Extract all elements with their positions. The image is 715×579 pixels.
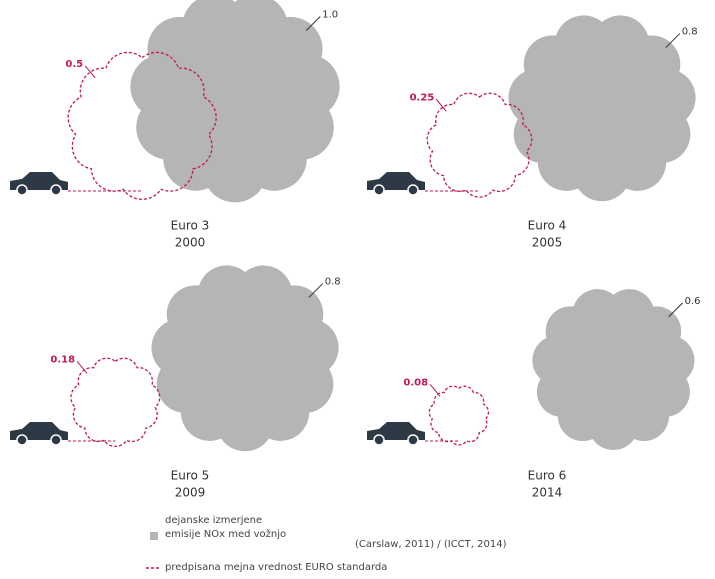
leader — [85, 66, 95, 78]
standard-label: Euro 6 — [528, 469, 567, 483]
limit-cloud — [71, 358, 160, 446]
year-label: 2009 — [175, 486, 206, 500]
year-label: 2014 — [532, 486, 563, 500]
limit-cloud — [429, 386, 488, 445]
standard-label: Euro 3 — [171, 219, 210, 233]
actual-label: 0.8 — [682, 27, 698, 38]
actual-emission-cloud — [508, 15, 695, 201]
car-wheel — [408, 185, 418, 195]
car-wheel — [51, 185, 61, 195]
car-wheel — [17, 185, 27, 195]
car-wheel — [17, 435, 27, 445]
actual-emission-cloud — [151, 265, 338, 451]
actual-label: 0.6 — [685, 296, 701, 307]
year-label: 2000 — [175, 236, 206, 250]
actual-label: 1.0 — [322, 10, 338, 21]
page: 1.0 0.5 Euro 3 2000 0.8 0.25 Euro 4 2005 0.8 0.18… — [0, 0, 715, 579]
standard-label: Euro 5 — [171, 469, 210, 483]
standard-label: Euro 4 — [528, 219, 567, 233]
leader — [436, 99, 446, 111]
car-wheel — [51, 435, 61, 445]
year-label: 2005 — [532, 236, 563, 250]
source: (Carslaw, 2011) / (ICCT, 2014) — [355, 538, 506, 552]
car-wheel — [374, 435, 384, 445]
actual-emission-cloud — [532, 289, 694, 450]
actual-emission-cloud — [130, 0, 339, 202]
limit-label: 0.25 — [410, 92, 435, 103]
leader — [669, 303, 683, 317]
legend-limit: predpisana mejna vrednost EURO standarda — [165, 561, 387, 575]
limit-label: 0.5 — [65, 59, 83, 70]
car-wheel — [408, 435, 418, 445]
legend-swatch — [150, 532, 158, 540]
leader — [430, 384, 440, 396]
car-wheel — [374, 185, 384, 195]
limit-label: 0.18 — [50, 354, 75, 365]
chart: 1.0 0.5 Euro 3 2000 0.8 0.25 Euro 4 2005 0.8 0.18… — [0, 0, 715, 579]
limit-label: 0.08 — [403, 377, 428, 388]
legend-actual: dejanske izmerjene emisije NOx med vožnj… — [165, 514, 295, 542]
actual-label: 0.8 — [325, 277, 341, 288]
